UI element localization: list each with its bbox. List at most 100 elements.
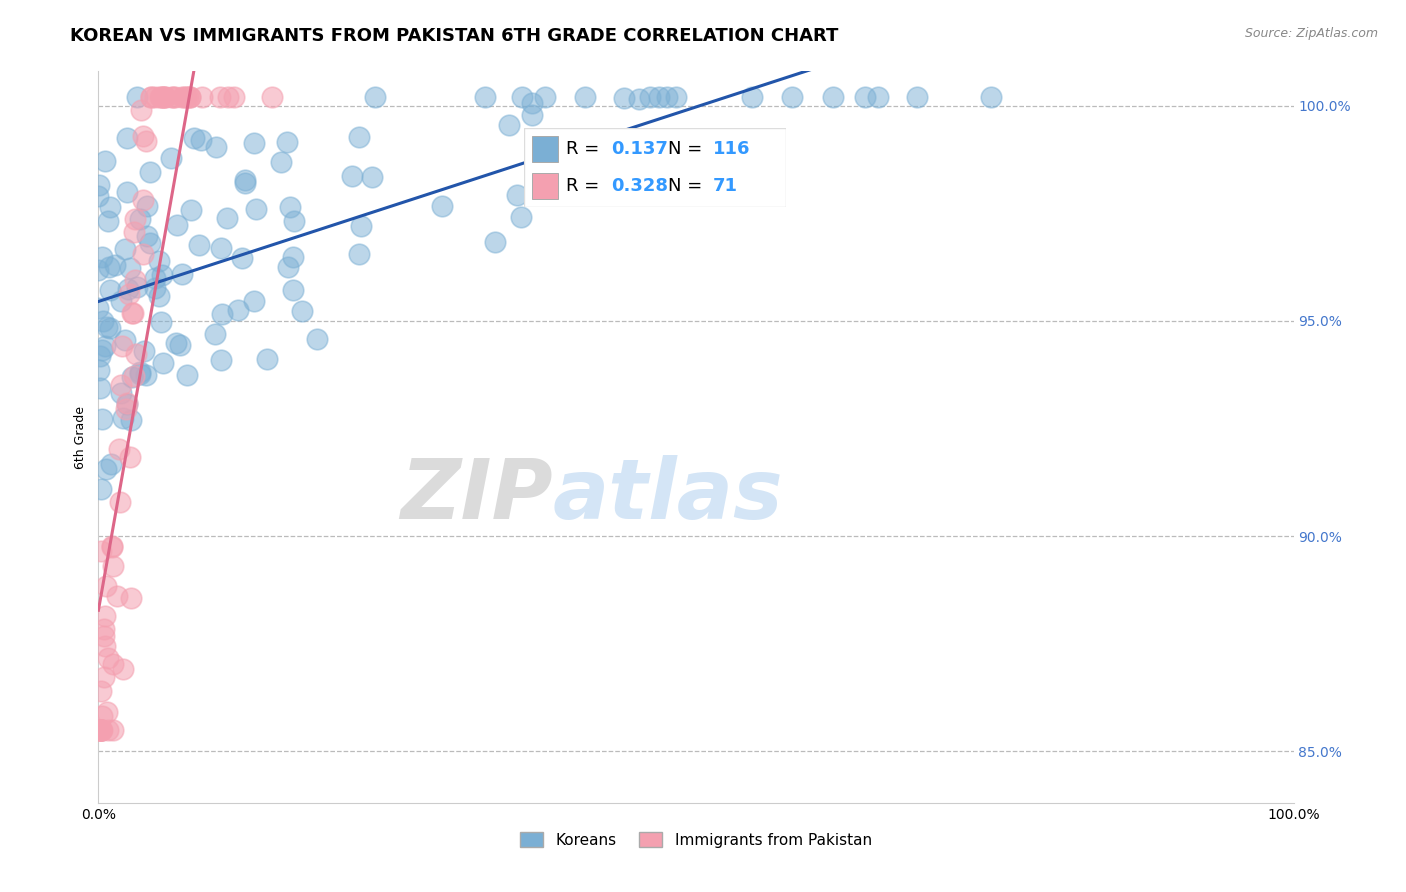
Point [100, 200, 122, 214]
Point [90, 543, 112, 558]
Point [94, 339, 117, 353]
Point [574, 90, 596, 104]
Point [121, 305, 143, 319]
Point [115, 185, 138, 199]
Point [120, 260, 142, 275]
Point [188, 238, 211, 252]
Point [100, 457, 122, 471]
Text: N =: N = [668, 177, 709, 194]
Point [94, 153, 117, 168]
Point [97, 213, 120, 227]
Point [177, 90, 200, 104]
Point [191, 90, 214, 104]
Point [93, 670, 115, 684]
Point [90, 723, 112, 737]
Point [150, 268, 173, 282]
Point [278, 200, 301, 214]
Point [165, 336, 187, 351]
Point [87, 723, 110, 737]
Point [94, 609, 117, 624]
Point [98, 320, 121, 334]
Point [665, 90, 688, 104]
Point [87, 178, 110, 192]
Point [125, 90, 148, 104]
Point [245, 202, 267, 216]
Point [94, 639, 117, 653]
Point [350, 219, 373, 233]
Point [360, 170, 382, 185]
Point [101, 541, 124, 555]
Point [89, 723, 111, 737]
Point [183, 131, 205, 145]
Text: 0.328: 0.328 [610, 177, 668, 194]
Point [98, 284, 121, 298]
Point [868, 90, 890, 104]
Point [484, 235, 506, 249]
Point [152, 90, 174, 104]
Point [94, 461, 117, 475]
Point [276, 135, 298, 149]
Point [114, 333, 136, 347]
Point [89, 723, 111, 737]
Point [90, 250, 112, 264]
Point [242, 136, 264, 150]
Point [498, 119, 520, 133]
Point [96, 705, 118, 719]
Point [148, 253, 170, 268]
Point [129, 212, 152, 227]
Text: KOREAN VS IMMIGRANTS FROM PAKISTAN 6TH GRADE CORRELATION CHART: KOREAN VS IMMIGRANTS FROM PAKISTAN 6TH G… [70, 27, 838, 45]
Point [89, 380, 111, 394]
Point [853, 90, 876, 104]
Point [613, 91, 636, 105]
Point [124, 212, 146, 227]
Point [110, 294, 132, 309]
Point [103, 559, 125, 574]
Point [135, 368, 157, 383]
Text: 0.137: 0.137 [610, 139, 668, 158]
Point [108, 495, 131, 509]
Point [211, 307, 233, 321]
Point [305, 332, 328, 346]
Point [657, 90, 679, 104]
Point [209, 241, 232, 255]
Point [148, 90, 170, 104]
Point [114, 242, 136, 256]
Point [741, 90, 763, 104]
Point [534, 90, 557, 104]
Point [139, 164, 162, 178]
Point [628, 92, 651, 106]
Point [283, 250, 305, 264]
Point [90, 723, 112, 737]
Point [135, 134, 157, 148]
Point [118, 450, 141, 464]
Point [204, 326, 226, 341]
Point [163, 90, 186, 104]
Point [291, 304, 314, 318]
Point [87, 263, 110, 277]
Point [281, 283, 304, 297]
Point [129, 364, 152, 378]
Point [782, 90, 804, 104]
FancyBboxPatch shape [524, 128, 786, 207]
Point [120, 413, 142, 427]
Point [342, 169, 364, 183]
Point [209, 90, 232, 104]
Point [110, 385, 132, 400]
Point [90, 482, 112, 496]
Point [101, 540, 124, 554]
Point [905, 90, 928, 104]
Point [90, 723, 112, 737]
Point [136, 199, 159, 213]
Point [108, 442, 131, 456]
Point [520, 96, 543, 111]
Point [209, 353, 232, 368]
Point [101, 657, 124, 671]
Point [101, 723, 124, 737]
Point [170, 268, 193, 282]
Point [190, 133, 212, 147]
Point [120, 591, 142, 605]
Point [111, 339, 134, 353]
Point [96, 320, 118, 334]
Point [347, 247, 370, 261]
Point [134, 343, 156, 358]
